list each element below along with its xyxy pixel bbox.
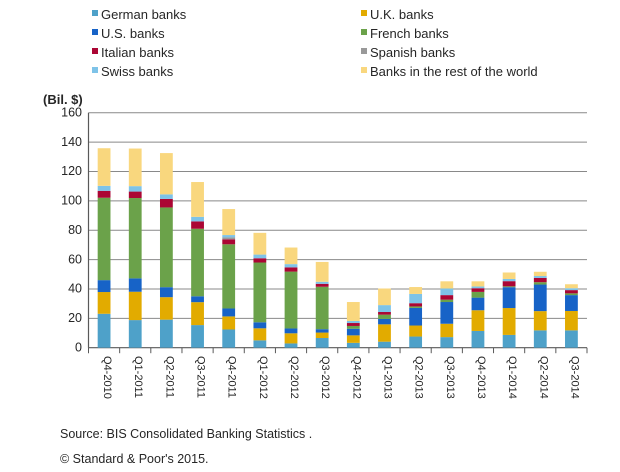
svg-text:Q2-2014: Q2-2014 xyxy=(537,356,549,399)
svg-text:80: 80 xyxy=(68,223,82,237)
svg-text:Q3-2012: Q3-2012 xyxy=(319,356,331,399)
svg-text:160: 160 xyxy=(61,106,82,120)
svg-text:Q3-2013: Q3-2013 xyxy=(444,356,456,399)
svg-text:Q2-2013: Q2-2013 xyxy=(413,356,425,399)
svg-text:Q4-2011: Q4-2011 xyxy=(226,356,238,398)
svg-text:40: 40 xyxy=(68,282,82,296)
svg-text:Q2-2011: Q2-2011 xyxy=(163,356,175,398)
svg-text:Q1-2012: Q1-2012 xyxy=(257,356,269,399)
svg-text:Q3-2014: Q3-2014 xyxy=(568,356,580,399)
svg-text:0: 0 xyxy=(75,341,82,355)
svg-text:Q1-2014: Q1-2014 xyxy=(506,356,518,399)
svg-text:Q4-2012: Q4-2012 xyxy=(350,356,362,399)
svg-text:Q4-2010: Q4-2010 xyxy=(101,356,113,399)
svg-text:100: 100 xyxy=(61,194,82,208)
svg-text:Q1-2011: Q1-2011 xyxy=(132,356,144,398)
svg-text:Q2-2012: Q2-2012 xyxy=(288,356,300,399)
svg-text:60: 60 xyxy=(68,252,82,266)
svg-text:Q1-2013: Q1-2013 xyxy=(381,356,393,399)
svg-text:20: 20 xyxy=(68,311,82,325)
svg-text:Q3-2011: Q3-2011 xyxy=(195,356,207,398)
svg-text:Q4-2013: Q4-2013 xyxy=(475,356,487,399)
svg-text:120: 120 xyxy=(61,164,82,178)
svg-text:140: 140 xyxy=(61,135,82,149)
